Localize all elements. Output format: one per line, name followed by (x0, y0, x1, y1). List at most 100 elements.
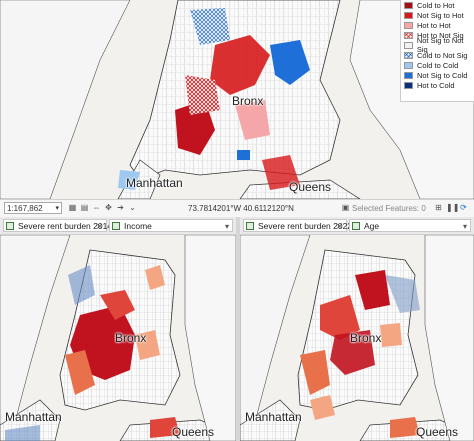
right-map-canvas (240, 235, 474, 441)
grid-icon[interactable]: ▦ (68, 203, 77, 212)
legend-swatch (404, 71, 413, 79)
tab-severe-rent-burden-2014[interactable]: Severe rent burden 2014 ✕ (3, 219, 112, 232)
legend-label: Cold to Not Sig (417, 50, 468, 60)
cold-area-1 (270, 40, 310, 85)
cold-not-sig-area (190, 8, 230, 45)
legend-swatch (404, 41, 413, 49)
scale-selector[interactable]: 1:167,862 ▾ (4, 202, 62, 214)
legend-item: Not Sig to Cold (401, 70, 474, 80)
pause-icon[interactable]: ❚❚ (446, 203, 460, 212)
legend-swatch (404, 21, 413, 29)
map-tab-icon (112, 222, 120, 230)
hot-to-hot-area (235, 100, 270, 140)
map-tab-icon (246, 222, 254, 230)
legend-label: Hot to Cold (417, 80, 455, 90)
light-burden-area (380, 323, 402, 347)
right-map[interactable]: Bronx Manhattan Queens (240, 235, 474, 441)
left-map-canvas (0, 235, 236, 441)
left-tab-row: Severe rent burden 2014 ✕ Income ▾ (0, 217, 236, 235)
legend-label: Hot to Hot (417, 20, 451, 30)
legend-item: Cold to Not Sig (401, 50, 474, 60)
legend-swatch (404, 1, 413, 9)
mid-burden-area-1 (320, 295, 360, 340)
hot-area-3 (262, 155, 300, 190)
mid-burden-area-2 (300, 350, 330, 395)
legend-label: Not Sig to Cold (417, 70, 468, 80)
tab-age[interactable]: Age ▾ (349, 219, 471, 232)
close-icon[interactable]: ✕ (96, 222, 103, 231)
legend-swatch (404, 11, 413, 19)
hot-not-sig-area (185, 75, 220, 115)
legend-item: Not Sig to Hot (401, 10, 474, 20)
fixed-zoom-icon[interactable]: ⇔ (92, 203, 101, 212)
high-burden-area-2 (330, 330, 375, 375)
dropdown-icon[interactable]: ▾ (224, 222, 229, 231)
left-queens-label: Queens (172, 425, 215, 439)
legend-swatch (404, 31, 413, 39)
legend-label: Not Sig to Hot (417, 10, 464, 20)
queens-burden-area (390, 417, 420, 438)
right-manhattan-label: Manhattan (245, 410, 302, 424)
legend-label: Cold to Hot (417, 0, 455, 10)
low-burden-area (68, 265, 95, 305)
table-icon[interactable]: ▤ (80, 203, 89, 212)
right-tab-row: Severe rent burden 2022 ✕ Age ▾ (240, 217, 474, 235)
top-bronx-label: Bronx (232, 94, 264, 108)
tab-severe-rent-burden-2022[interactable]: Severe rent burden 2022 ✕ (243, 219, 352, 232)
high-burden-area-1 (355, 270, 390, 310)
navigate-icon[interactable]: ➔ (117, 203, 124, 212)
dropdown-icon[interactable]: ▾ (462, 222, 467, 231)
mid-burden-area-2 (65, 350, 95, 395)
mid-burden-area-1 (100, 290, 135, 320)
legend-item: Cold to Hot (401, 0, 474, 10)
legend-item: Cold to Cold (401, 60, 474, 70)
tab-label: Severe rent burden 2022 (258, 221, 353, 231)
map-tab-icon (6, 222, 14, 230)
legend-item: Hot to Cold (401, 80, 474, 90)
map-status-bar: 1:167,862 ▾ ▦ ▤ ⇔ ✥ ➔ ⌄ 73.7814201°W 40.… (0, 199, 474, 218)
left-manhattan-label: Manhattan (5, 410, 62, 424)
nj-land (0, 0, 131, 199)
selection-icon[interactable]: ▣ (341, 203, 350, 212)
tab-label: Age (364, 221, 380, 231)
manhattan-land (240, 399, 301, 441)
light-burden-area-1 (135, 330, 160, 360)
legend-item: Hot to Hot (401, 20, 474, 30)
right-queens-label: Queens (416, 425, 459, 439)
top-manhattan-label: Manhattan (126, 176, 183, 190)
snap-icon[interactable]: ✥ (105, 203, 112, 212)
legend-swatch (404, 81, 413, 89)
queens-burden-area (150, 417, 180, 438)
top-queens-label: Queens (289, 180, 332, 194)
legend-label: Hot to Not Sig (417, 30, 464, 40)
legend-swatch (404, 51, 413, 59)
expand-icon[interactable]: ⌄ (129, 203, 136, 212)
map-legend: Cold to Hot Not Sig to Hot Hot to Hot Hot t… (400, 0, 474, 102)
scale-value: 1:167,862 (7, 204, 43, 213)
tab-income[interactable]: Income ▾ (109, 219, 233, 232)
tab-label: Income (124, 221, 152, 231)
light-burden-area-2 (145, 265, 165, 290)
legend-item: Hot to Not Sig (401, 30, 474, 40)
cold-area-2 (237, 150, 250, 160)
legend-item: Not Sig to Not Sig (401, 36, 474, 54)
low-burden-area (385, 275, 420, 313)
selected-features: Selected Features: 0 (352, 204, 426, 213)
light-burden-area-2 (310, 395, 335, 420)
tab-label: Severe rent burden 2014 (18, 221, 113, 231)
left-map[interactable]: Bronx Manhattan Queens (0, 235, 236, 441)
hot-area-1 (210, 35, 270, 95)
close-icon[interactable]: ✕ (336, 222, 343, 231)
legend-swatch (404, 61, 413, 69)
panel-divider[interactable] (236, 217, 240, 441)
legend-label: Cold to Cold (417, 60, 459, 70)
cold-cold-area (118, 170, 140, 190)
coordinates-readout: 73.7814201°W 40.6112120°N (188, 204, 294, 213)
right-bronx-label: Bronx (350, 331, 382, 345)
top-map[interactable]: Bronx Manhattan Queens Cold to Hot Not Si… (0, 0, 474, 199)
legend-label: Not Sig to Not Sig (416, 36, 464, 54)
grid-view-icon[interactable]: ⊞ (435, 203, 442, 212)
scale-dropdown-icon[interactable]: ▾ (55, 205, 59, 212)
manhattan-burden-area (5, 425, 40, 441)
refresh-icon[interactable]: ⟳ (460, 203, 467, 212)
